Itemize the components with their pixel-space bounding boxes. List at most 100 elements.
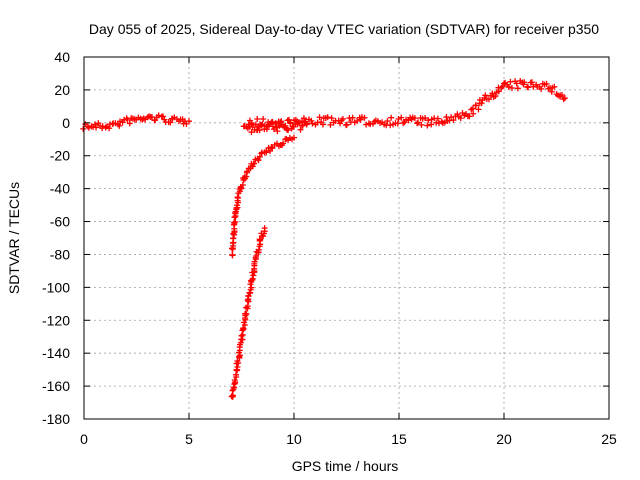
data-point [551,83,558,90]
data-point [319,121,326,128]
data-point [418,121,425,128]
data-point [485,96,492,103]
y-tick-label: -140 [42,345,70,361]
data-point [287,119,294,126]
data-point [559,92,566,99]
data-point [495,88,502,95]
data-point [248,129,255,136]
data-point [499,83,506,90]
data-point [126,120,133,127]
data-point [343,121,350,128]
data-point [482,92,489,99]
data-point [250,272,257,279]
data-point [525,84,532,91]
data-point [300,115,307,122]
y-tick-label: 0 [62,115,70,131]
x-tick-label: 0 [80,431,88,447]
x-tick-label: 5 [185,431,193,447]
data-point [314,119,321,126]
data-point [285,127,292,134]
data-point [489,90,496,97]
data-point [316,114,323,121]
data-point [543,80,550,87]
data-point [116,122,123,129]
data-point [508,85,515,92]
data-point [159,113,166,120]
data-point [263,126,270,133]
data-point [299,122,306,129]
data-point [243,169,250,176]
data-point [260,116,267,123]
data-point [505,83,512,90]
data-point [242,310,249,317]
data-point [231,214,238,221]
y-tick-label: -180 [42,411,70,427]
y-tick-label: 40 [54,49,70,65]
x-tick-label: 25 [601,431,617,447]
data-point [294,121,301,128]
data-point [388,114,395,121]
data-point [279,121,286,128]
data-point [327,121,334,128]
data-point [478,100,485,107]
data-point [492,93,499,100]
data-point [302,118,309,125]
data-point [244,303,251,310]
data-point [414,119,421,126]
y-tick-label: -100 [42,279,70,295]
plot-frame [83,56,610,420]
data-point [80,125,87,132]
data-point [328,115,335,122]
data-point [102,124,109,131]
data-point [521,79,528,86]
data-point [398,114,405,121]
data-point [422,115,429,122]
data-point [450,117,457,124]
data-point [257,236,264,243]
data-point [472,102,479,109]
data-point [248,284,255,291]
y-tick-label: -120 [42,312,70,328]
data-point [124,116,131,123]
data-point [400,120,407,127]
data-point [266,121,273,128]
data-point [231,377,238,384]
grid-lines [84,57,609,419]
data-point [349,114,356,121]
x-tick-label: 10 [286,431,302,447]
data-point [387,122,394,129]
data-point [291,134,297,141]
data-point [411,115,418,122]
data-point [498,84,505,91]
data-point [269,145,276,152]
data-point [514,85,521,92]
data-point [475,106,482,113]
data-point [234,358,241,365]
y-tick-labels: 40 20 0 -20 -40 -60 -80 -100 -120 -140 -… [42,49,70,427]
data-point [528,79,535,86]
data-point [249,275,256,282]
y-tick-label: -40 [50,181,70,197]
data-point [457,115,464,122]
data-point [361,114,368,121]
y-tick-label: -20 [50,148,70,164]
data-point [259,121,266,128]
data-point [155,112,162,119]
axis-ticks [83,56,610,420]
data-point [339,115,346,122]
data-point [394,120,401,127]
data-point [469,105,476,112]
data-point [258,122,265,129]
data-point [273,124,280,131]
data-point [538,85,545,92]
data-point [425,117,432,124]
x-tick-label: 20 [496,431,512,447]
data-point [280,140,287,147]
data-point [466,113,473,120]
data-point [297,126,304,133]
data-point [255,157,262,164]
data-point [246,289,253,296]
data-point [274,128,281,135]
data-point [428,121,435,128]
